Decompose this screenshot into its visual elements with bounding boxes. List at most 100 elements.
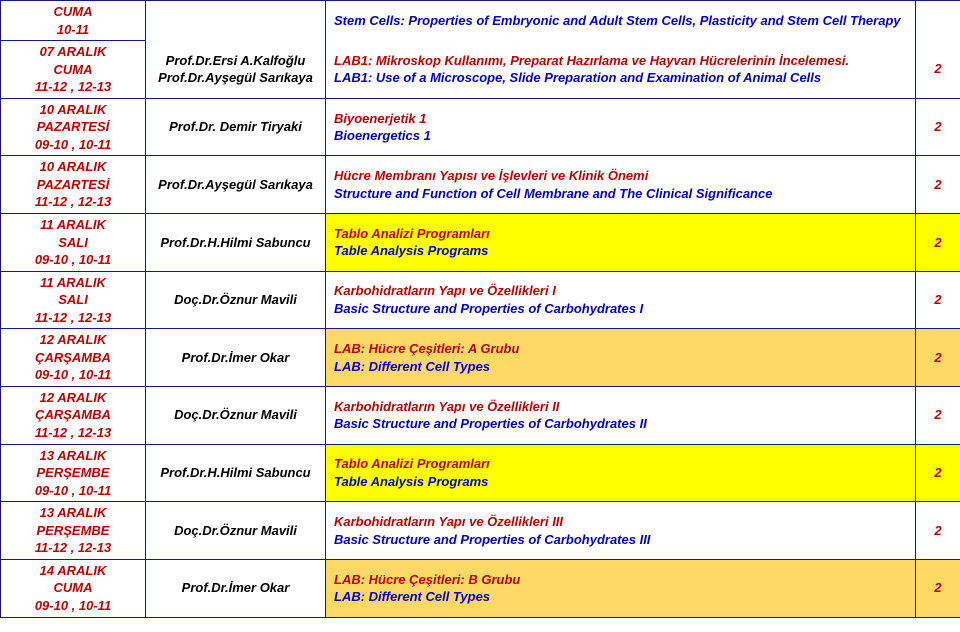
instructor-cell: Doç.Dr.Öznur Mavili [146, 271, 326, 329]
hours-cell: 2 [916, 98, 960, 156]
date-line2: CUMA [7, 61, 139, 79]
topic-en: Stem Cells: Properties of Embryonic and … [334, 12, 909, 30]
instructor-name: Doç.Dr.Öznur Mavili [152, 406, 319, 424]
schedule-table: CUMA10-11Stem Cells: Properties of Embry… [0, 0, 960, 618]
date-line2: ÇARŞAMBA [7, 406, 139, 424]
hours-cell: 2 [916, 271, 960, 329]
instructor-cell: Prof.Dr.İmer Okar [146, 329, 326, 387]
topic-cell: LAB1: Mikroskop Kullanımı, Preparat Hazı… [326, 41, 916, 99]
instructor-cell: Prof.Dr.Ayşegül Sarıkaya [146, 156, 326, 214]
date-line3: 09-10 , 10-11 [7, 366, 139, 384]
date-line2: PERŞEMBE [7, 464, 139, 482]
date-line2: PAZARTESİ [7, 118, 139, 136]
date-line1: 12 ARALIK [7, 389, 139, 407]
topic-cell: Karbohidratların Yapı ve Özellikleri IIB… [326, 386, 916, 444]
date-line3: 11-12 , 12-13 [7, 424, 139, 442]
date-cell: 11 ARALIKSALI11-12 , 12-13 [1, 271, 146, 329]
table-row: 11 ARALIKSALI09-10 , 10-11 Prof.Dr.H.Hilm… [1, 214, 960, 272]
table-row: 10 ARALIKPAZARTESİ11-12 , 12-13 Prof.Dr.A… [1, 156, 960, 214]
instructor-name: Prof.Dr. Demir Tiryaki [152, 118, 319, 136]
hours-cell: 2 [916, 386, 960, 444]
topic-tr: Biyoenerjetik 1 [334, 110, 909, 128]
table-row: 13 ARALIKPERŞEMBE11-12 , 12-13Doç.Dr.Özn… [1, 502, 960, 560]
topic-tr: Tablo Analizi Programları [334, 225, 909, 243]
date-line2: SALI [7, 291, 139, 309]
date-cell: 13 ARALIKPERŞEMBE09-10 , 10-11 [1, 444, 146, 502]
table-row: 07 ARALIKCUMA11-12 , 12-13Prof.Dr.Ersi A… [1, 41, 960, 99]
hours-cell: 2 [916, 329, 960, 387]
topic-en: Structure and Function of Cell Membrane … [334, 185, 909, 203]
instructor-cell: Prof.Dr. Demir Tiryaki [146, 98, 326, 156]
date-cell: 12 ARALIKÇARŞAMBA09-10 , 10-11 [1, 329, 146, 387]
date-cell: 10 ARALIKPAZARTESİ11-12 , 12-13 [1, 156, 146, 214]
hours-cell: 2 [916, 559, 960, 617]
instructor-cell: Prof.Dr.Ersi A.KalfoğluProf.Dr.Ayşegül S… [146, 41, 326, 99]
topic-en: Bioenergetics 1 [334, 127, 909, 145]
instructor-cell: Prof.Dr.H.Hilmi Sabuncu [146, 444, 326, 502]
instructor-name: Prof.Dr.İmer Okar [152, 579, 319, 597]
instructor-cell: Doç.Dr.Öznur Mavili [146, 502, 326, 560]
topic-cell: Hücre Membranı Yapısı ve İşlevleri ve Kl… [326, 156, 916, 214]
hours-cell: 2 [916, 502, 960, 560]
date-line2: ÇARŞAMBA [7, 349, 139, 367]
table-row: CUMA10-11 Stem Cells: Properties of Embry… [1, 1, 960, 41]
topic-tr: Karbohidratların Yapı ve Özellikleri I [334, 282, 909, 300]
date-line1: 11 ARALIK [7, 216, 139, 234]
hours-cell: 2 [916, 156, 960, 214]
date-line3: 11-12 , 12-13 [7, 193, 139, 211]
topic-en: Basic Structure and Properties of Carboh… [334, 300, 909, 318]
topic-tr: Karbohidratların Yapı ve Özellikleri III [334, 513, 909, 531]
topic-tr: LAB: Hücre Çeşitleri: A Grubu [334, 340, 909, 358]
date-line3: 09-10 , 10-11 [7, 597, 139, 615]
table-row: 12 ARALIKÇARŞAMBA09-10 , 10-11 Prof.Dr.İm… [1, 329, 960, 387]
topic-tr: LAB: Hücre Çeşitleri: B Grubu [334, 571, 909, 589]
topic-en: LAB: Different Cell Types [334, 358, 909, 376]
topic-tr: Hücre Membranı Yapısı ve İşlevleri ve Kl… [334, 167, 909, 185]
instructor-name: Prof.Dr.H.Hilmi Sabuncu [152, 234, 319, 252]
date-cell: CUMA10-11 [1, 1, 146, 41]
date-cell: 14 ARALIKCUMA09-10 , 10-11 [1, 559, 146, 617]
topic-en: LAB: Different Cell Types [334, 588, 909, 606]
topic-en: LAB1: Use of a Microscope, Slide Prepara… [334, 69, 909, 87]
date-cell: 10 ARALIKPAZARTESİ09-10 , 10-11 [1, 98, 146, 156]
date-line2: PERŞEMBE [7, 522, 139, 540]
date-line1: CUMA [7, 3, 139, 21]
date-line1: 07 ARALIK [7, 43, 139, 61]
instructor-name: Doç.Dr.Öznur Mavili [152, 291, 319, 309]
hours-cell [916, 1, 960, 41]
date-line3: 11-12 , 12-13 [7, 539, 139, 557]
topic-cell: Biyoenerjetik 1Bioenergetics 1 [326, 98, 916, 156]
topic-tr: Karbohidratların Yapı ve Özellikleri II [334, 398, 909, 416]
date-line1: 11 ARALIK [7, 274, 139, 292]
topic-cell: Tablo Analizi ProgramlarıTable Analysis … [326, 214, 916, 272]
instructor-cell: Prof.Dr.İmer Okar [146, 559, 326, 617]
date-line3: 11-12 , 12-13 [7, 78, 139, 96]
instructor-name: Prof.Dr.H.Hilmi Sabuncu [152, 464, 319, 482]
topic-tr: LAB1: Mikroskop Kullanımı, Preparat Hazı… [334, 52, 909, 70]
topic-en: Basic Structure and Properties of Carboh… [334, 531, 909, 549]
topic-en: Basic Structure and Properties of Carboh… [334, 415, 909, 433]
date-line2: 10-11 [7, 21, 139, 39]
instructor-name: Doç.Dr.Öznur Mavili [152, 522, 319, 540]
date-line3: 11-12 , 12-13 [7, 309, 139, 327]
topic-tr: Tablo Analizi Programları [334, 455, 909, 473]
hours-cell: 2 [916, 444, 960, 502]
date-line3: 09-10 , 10-11 [7, 482, 139, 500]
date-line1: 14 ARALIK [7, 562, 139, 580]
table-row: 13 ARALIKPERŞEMBE09-10 , 10-11 Prof.Dr.H.… [1, 444, 960, 502]
instructor-name: Prof.Dr.Ayşegül Sarıkaya [152, 69, 319, 87]
instructor-cell: Prof.Dr.H.Hilmi Sabuncu [146, 214, 326, 272]
topic-en: Table Analysis Programs [334, 473, 909, 491]
date-line1: 10 ARALIK [7, 101, 139, 119]
topic-cell: Karbohidratların Yapı ve Özellikleri III… [326, 502, 916, 560]
table-row: 11 ARALIKSALI11-12 , 12-13 Doç.Dr.Öznur M… [1, 271, 960, 329]
instructor-name: Prof.Dr.İmer Okar [152, 349, 319, 367]
date-cell: 07 ARALIKCUMA11-12 , 12-13 [1, 41, 146, 99]
topic-en: Table Analysis Programs [334, 242, 909, 260]
topic-cell: Karbohidratların Yapı ve Özellikleri IBa… [326, 271, 916, 329]
table-row: 14 ARALIKCUMA09-10 , 10-11 Prof.Dr.İmer O… [1, 559, 960, 617]
instructor-cell: Doç.Dr.Öznur Mavili [146, 386, 326, 444]
date-cell: 11 ARALIKSALI09-10 , 10-11 [1, 214, 146, 272]
instructor-name: Prof.Dr.Ersi A.Kalfoğlu [152, 52, 319, 70]
instructor-name: Prof.Dr.Ayşegül Sarıkaya [152, 176, 319, 194]
